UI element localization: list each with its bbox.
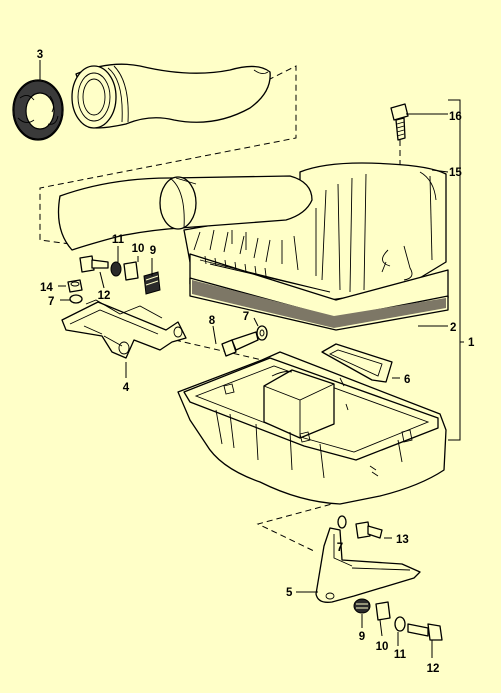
callout-15: 15 (449, 167, 462, 179)
callout-6: 6 (404, 374, 410, 386)
part-16-bolt (390, 103, 409, 141)
part-15-housing-cover (57, 162, 447, 301)
part-8-bolt (221, 331, 259, 357)
part-9-mount-b (353, 598, 371, 614)
part-9-mount-a (143, 271, 161, 295)
callout-12-lower: 12 (427, 663, 440, 675)
part-10-spacer-b (375, 601, 391, 621)
callout-16: 16 (449, 111, 462, 123)
part-12-bolt-left (79, 255, 109, 273)
part-10-spacer-a (123, 261, 139, 281)
part-7-washer-left (69, 294, 83, 304)
callout-labels: 3 16 15 11 10 9 14 12 7 8 7 2 1 6 4 13 7… (37, 49, 475, 675)
callout-7-middle: 7 (243, 311, 249, 323)
callout-10-lower: 10 (376, 641, 389, 653)
callout-11: 11 (112, 234, 125, 246)
callout-14: 14 (40, 282, 53, 294)
part-13-bolt (355, 521, 383, 539)
part-3-grommet (12, 79, 64, 141)
callout-10: 10 (132, 243, 145, 255)
part-7-washer-lower (337, 515, 347, 529)
callout-9-lower: 9 (359, 631, 365, 643)
callout-7-left: 7 (48, 296, 54, 308)
part-5-lower-bracket (315, 527, 421, 603)
part-12-bolt-lower (407, 623, 443, 641)
callout-11-lower: 11 (394, 649, 407, 661)
part-6-gasket (321, 343, 393, 383)
callout-4: 4 (123, 382, 130, 394)
callout-1: 1 (468, 337, 475, 349)
part-14-nut (67, 279, 83, 293)
callout-7-lower: 7 (337, 542, 343, 554)
callout-2: 2 (450, 322, 456, 334)
callout-5: 5 (286, 587, 293, 599)
intake-tube-upper (71, 63, 271, 129)
part-7-washer-middle (256, 325, 268, 341)
part-4-bracket (61, 299, 187, 359)
part-2-filter-element (189, 253, 449, 331)
callout-8: 8 (209, 315, 216, 327)
part-11-washer-a (110, 261, 122, 277)
callout-3: 3 (37, 49, 43, 61)
callout-13: 13 (396, 534, 409, 546)
leader-lines (39, 60, 464, 658)
part-1-housing-tray (177, 351, 447, 505)
callout-12: 12 (98, 290, 111, 302)
part-11-washer-b (394, 616, 406, 632)
callout-9: 9 (150, 245, 156, 257)
